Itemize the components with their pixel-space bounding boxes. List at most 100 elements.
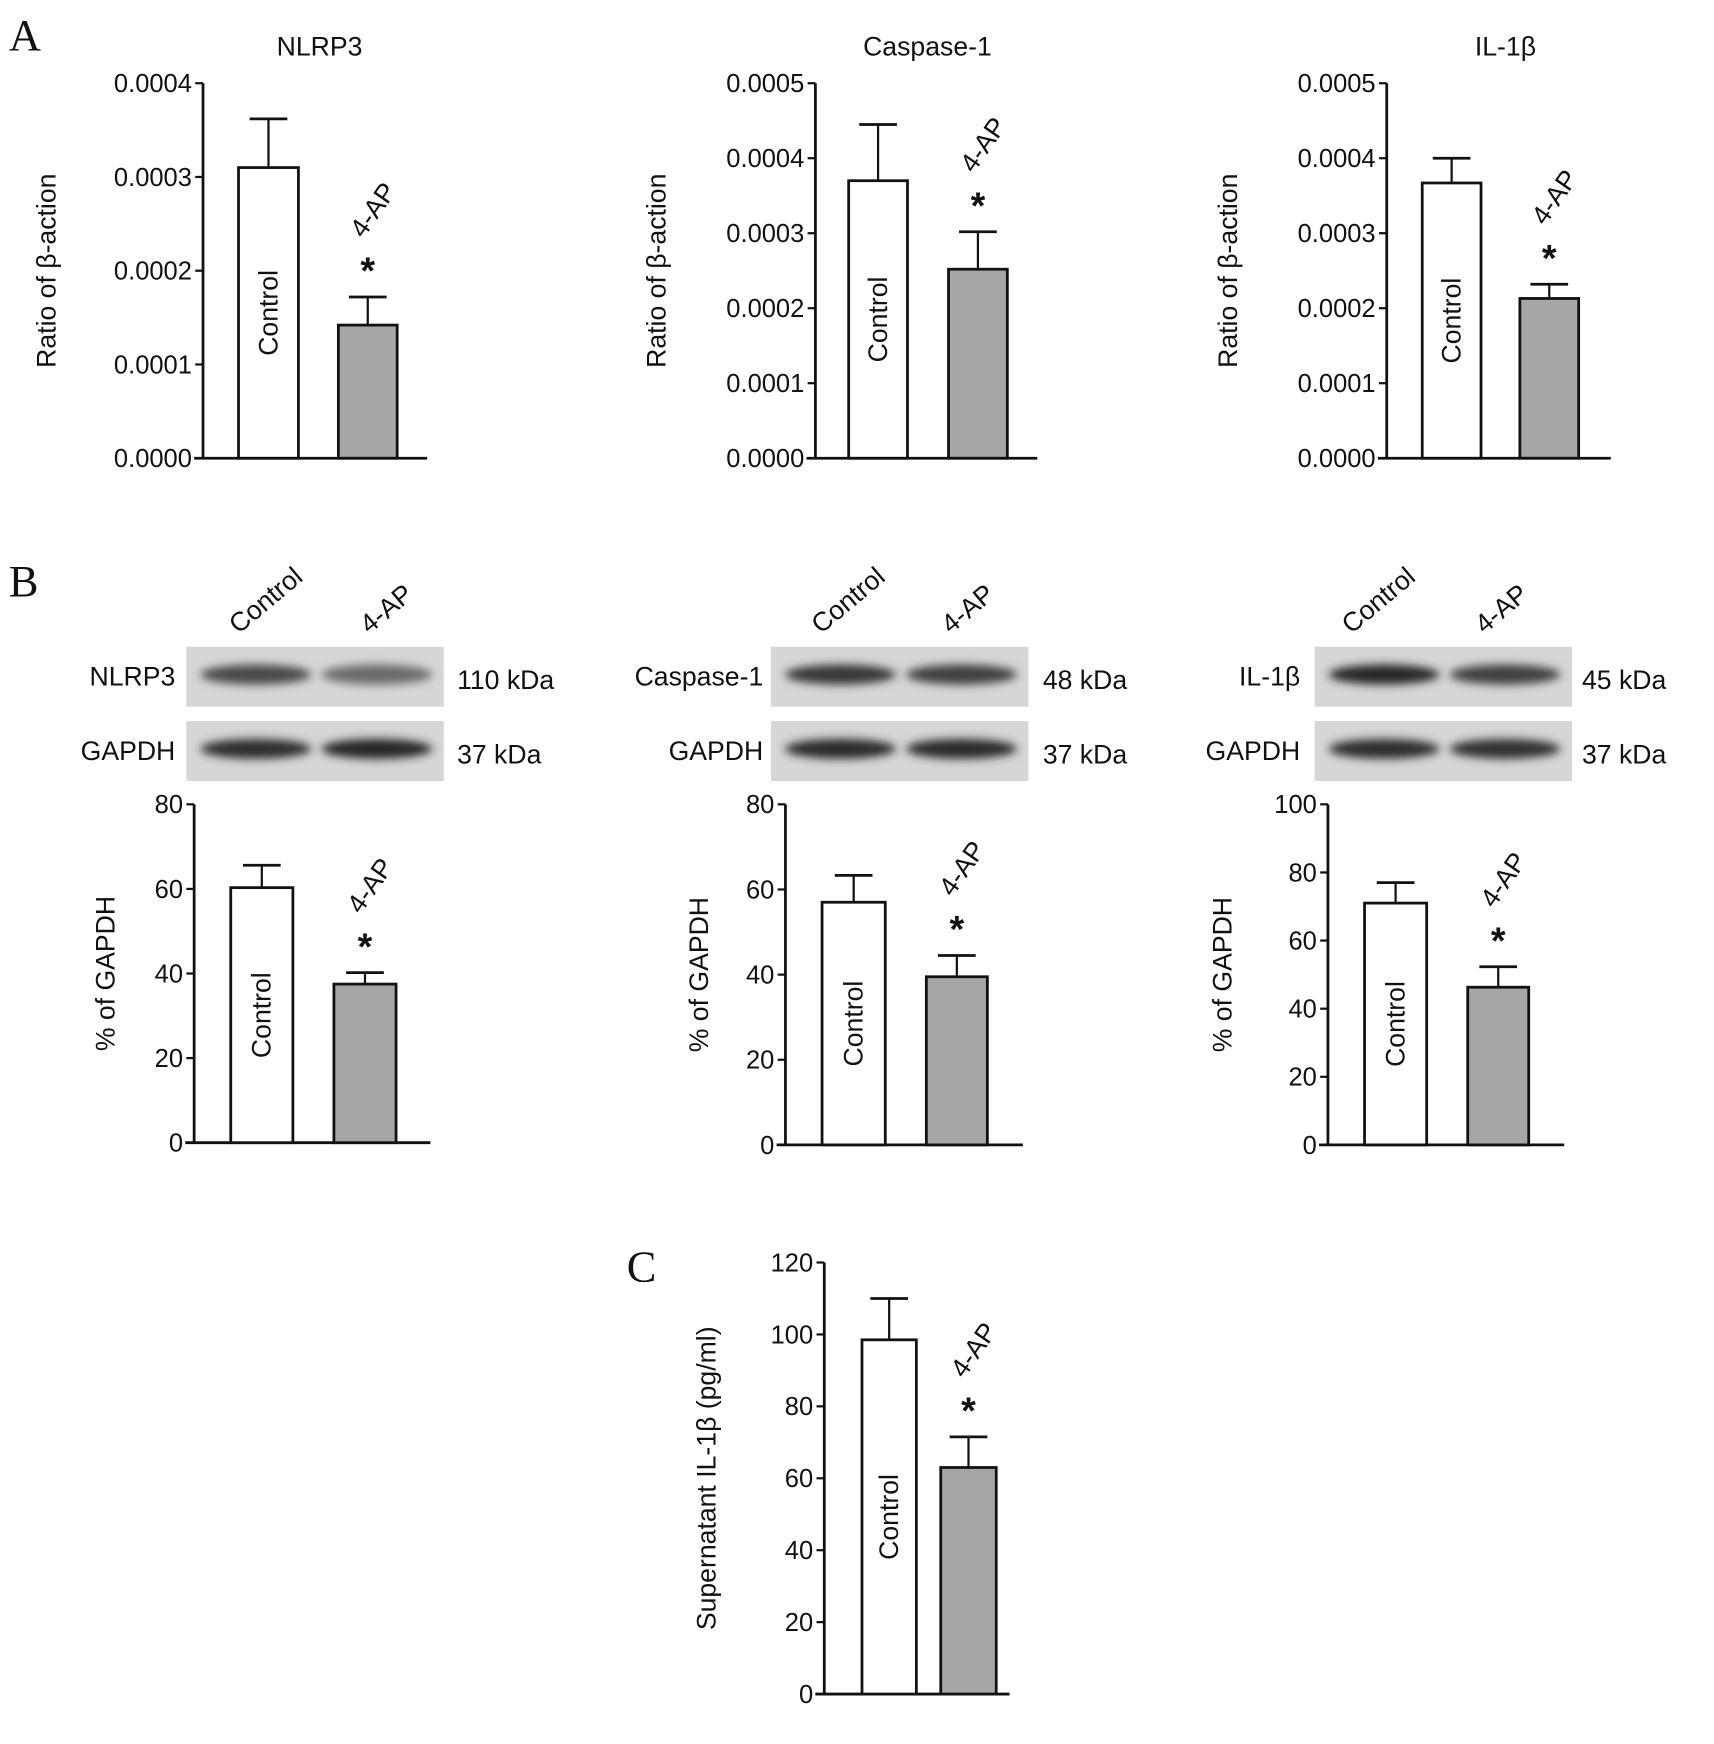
bar-label: Control	[839, 981, 869, 1067]
y-tick-label: 20	[155, 1045, 183, 1073]
bar-control	[229, 886, 295, 1145]
blot-kda-label: 37 kDa	[457, 739, 542, 769]
blot-band	[1328, 738, 1440, 759]
bar-4ap	[947, 267, 1009, 460]
y-tick-label: 0.0005	[1298, 70, 1376, 98]
blot-band	[1328, 664, 1440, 685]
blot-kda-label: 37 kDa	[1582, 739, 1667, 769]
y-tick-label: 120	[771, 1249, 814, 1277]
bar-4ap	[924, 975, 989, 1147]
blot-kda-label: 37 kDa	[1043, 739, 1128, 769]
y-axis-label: % of GAPDH	[684, 897, 714, 1052]
blot-band	[200, 738, 312, 759]
bar-label: Control	[1380, 981, 1410, 1067]
y-tick-label: 100	[1274, 791, 1317, 819]
blot-protein-label: GAPDH	[81, 736, 176, 766]
significance-asterisk: *	[358, 925, 373, 967]
y-tick-label: 0.0004	[1298, 145, 1376, 173]
y-tick-label: 0.0001	[114, 351, 192, 379]
bar-control	[820, 900, 887, 1147]
blot-kda-label: 48 kDa	[1043, 665, 1128, 695]
blot-protein-label: IL-1β	[1239, 662, 1300, 692]
y-tick-label: 0.0001	[1298, 370, 1376, 398]
blot-kda-label: 110 kDa	[457, 665, 554, 695]
bar-label: Control	[247, 972, 277, 1058]
significance-asterisk: *	[971, 184, 986, 226]
bar-label: 4-AP	[344, 177, 403, 243]
panel-label-c: C	[627, 1241, 657, 1291]
y-axis-label: Supernatant IL-1β (pg/ml)	[692, 1326, 722, 1630]
y-tick-label: 0	[760, 1132, 774, 1160]
y-tick-label: 20	[746, 1047, 774, 1075]
y-tick-label: 0.0005	[726, 70, 804, 98]
blot-band	[785, 664, 896, 685]
y-tick-label: 0.0002	[114, 258, 192, 286]
chart-title: IL-1β	[1475, 31, 1536, 61]
bar-control	[237, 166, 300, 460]
y-tick-label: 0.0003	[114, 164, 192, 192]
y-tick-label: 100	[771, 1321, 814, 1349]
y-tick-label: 0.0000	[114, 445, 192, 473]
bar-4ap	[1466, 985, 1531, 1147]
y-tick-label: 0.0000	[726, 445, 804, 473]
y-axis-label: % of GAPDH	[90, 896, 120, 1051]
lane-label: 4-AP	[1469, 578, 1534, 639]
y-tick-label: 0.0004	[726, 145, 804, 173]
y-tick-label: 20	[1288, 1064, 1316, 1092]
y-tick-label: 40	[155, 960, 183, 988]
y-tick-label: 60	[155, 876, 183, 904]
panel-label-b: B	[9, 556, 39, 606]
blot-protein-label: GAPDH	[669, 736, 764, 766]
lane-label: Control	[806, 561, 891, 639]
y-tick-label: 0	[799, 1681, 813, 1709]
lane-label: 4-AP	[354, 578, 419, 639]
lane-label: 4-AP	[935, 578, 1000, 639]
chart-title: Caspase-1	[863, 31, 992, 61]
bar-4ap	[336, 323, 399, 460]
significance-asterisk: *	[360, 250, 375, 292]
blot-kda-label: 45 kDa	[1582, 665, 1667, 695]
y-tick-label: 0.0003	[1298, 220, 1376, 248]
blot-band	[1449, 738, 1561, 759]
bar-control	[860, 1338, 918, 1696]
bar-label: 4-AP	[933, 836, 992, 902]
panel-label-a: A	[9, 10, 41, 60]
y-axis-label: Ratio of β-action	[642, 174, 672, 368]
y-axis-label: Ratio of β-action	[1213, 174, 1243, 368]
bar-4ap	[332, 982, 398, 1145]
lane-label: Control	[223, 561, 308, 639]
bar-label: 4-AP	[341, 853, 400, 919]
bar-label: 4-AP	[1474, 847, 1533, 913]
bar-control	[847, 179, 909, 460]
chart-title: NLRP3	[277, 31, 363, 61]
y-tick-label: 0	[169, 1130, 183, 1158]
blot-band	[1449, 664, 1561, 685]
lane-label: Control	[1336, 561, 1421, 639]
y-tick-label: 80	[155, 791, 183, 819]
blot-protein-label: Caspase-1	[635, 662, 764, 692]
bar-label: 4-AP	[944, 1317, 1003, 1383]
blot-band	[321, 664, 433, 685]
y-axis-label: % of GAPDH	[1207, 897, 1237, 1052]
y-tick-label: 0.0002	[726, 295, 804, 323]
significance-asterisk: *	[1542, 237, 1557, 279]
y-tick-label: 60	[746, 876, 774, 904]
blot-protein-label: NLRP3	[90, 662, 176, 692]
y-tick-label: 0	[1303, 1132, 1317, 1160]
y-tick-label: 80	[1288, 859, 1316, 887]
bar-control	[1420, 181, 1483, 460]
significance-asterisk: *	[1491, 919, 1506, 961]
y-tick-label: 0.0003	[726, 220, 804, 248]
bar-4ap	[939, 1466, 998, 1696]
bar-label: Control	[253, 270, 283, 356]
blot-protein-label: GAPDH	[1206, 736, 1301, 766]
y-tick-label: 40	[785, 1537, 813, 1565]
bar-label: 4-AP	[954, 112, 1013, 178]
bar-label: Control	[863, 277, 893, 363]
y-axis-label: Ratio of β-action	[31, 174, 61, 368]
bar-label: Control	[874, 1474, 904, 1560]
blot-band	[321, 738, 433, 759]
y-tick-label: 0.0000	[1298, 445, 1376, 473]
significance-asterisk: *	[950, 908, 965, 950]
